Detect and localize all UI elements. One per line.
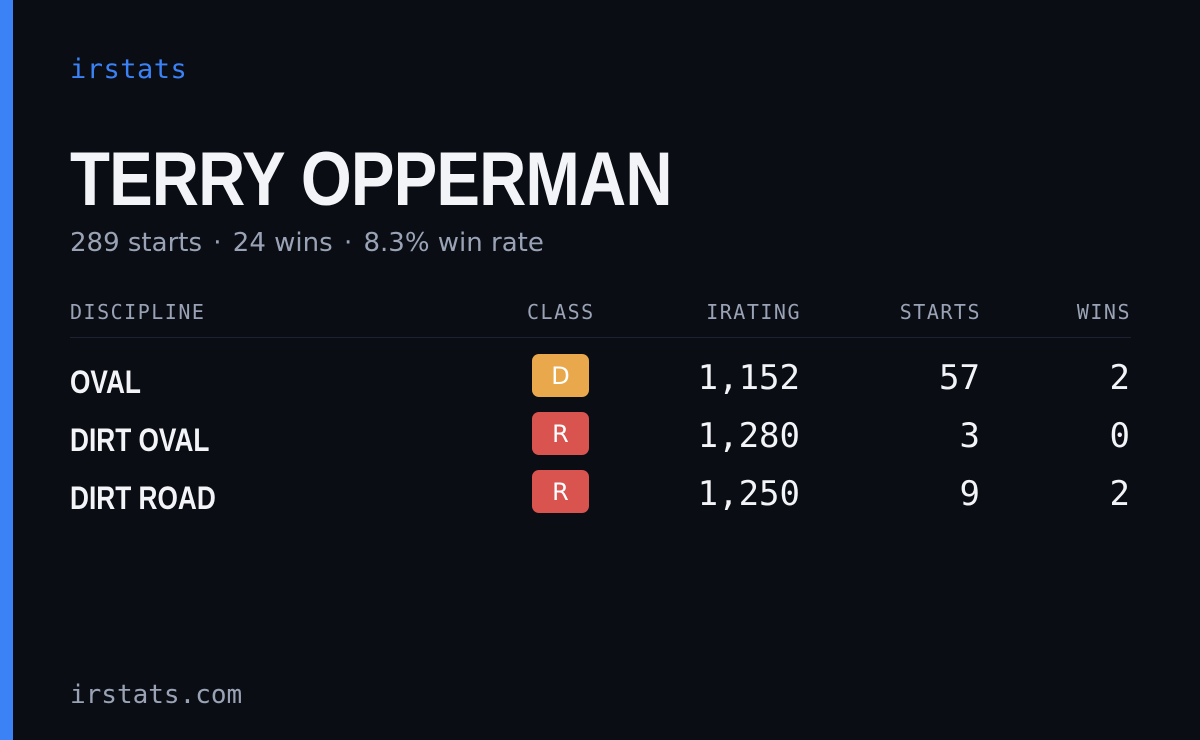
table-row: DIRT ROAD R 1,250 9 2	[0, 470, 1200, 528]
irating-value: 1,152	[697, 358, 800, 398]
header-class: CLASS	[527, 300, 595, 324]
header-wins: WINS	[1076, 300, 1131, 324]
header-starts: STARTS	[899, 300, 981, 324]
header-discipline: DISCIPLINE	[70, 300, 206, 324]
starts-value: 3	[959, 416, 980, 456]
wins-value: 0	[1109, 416, 1130, 456]
irating-value: 1,250	[697, 474, 800, 514]
class-badge: R	[532, 470, 589, 513]
starts-count: 289 starts	[70, 228, 202, 258]
driver-name: TERRY OPPERMAN	[70, 137, 673, 222]
starts-value: 57	[939, 358, 980, 398]
accent-bar	[0, 0, 13, 740]
footer-site-link[interactable]: irstats.com	[70, 680, 243, 710]
starts-value: 9	[959, 474, 980, 514]
win-rate: 8.3% win rate	[363, 228, 544, 258]
wins-value: 2	[1109, 358, 1130, 398]
class-badge: D	[532, 354, 589, 397]
summary-separator: ·	[213, 228, 222, 258]
table-row: OVAL D 1,152 57 2	[0, 354, 1200, 412]
brand-logo: irstats	[70, 54, 188, 85]
wins-count: 24 wins	[232, 228, 333, 258]
header-divider	[70, 337, 1131, 338]
irating-value: 1,280	[697, 416, 800, 456]
table-row: DIRT OVAL R 1,280 3 0	[0, 412, 1200, 470]
class-badge: R	[532, 412, 589, 455]
discipline-name: OVAL	[70, 364, 141, 400]
wins-value: 2	[1109, 474, 1130, 514]
discipline-name: DIRT ROAD	[70, 480, 216, 516]
driver-summary: 289 starts · 24 wins · 8.3% win rate	[70, 228, 544, 258]
header-irating: IRATING	[706, 300, 801, 324]
summary-separator: ·	[343, 228, 353, 258]
discipline-name: DIRT OVAL	[70, 422, 210, 458]
